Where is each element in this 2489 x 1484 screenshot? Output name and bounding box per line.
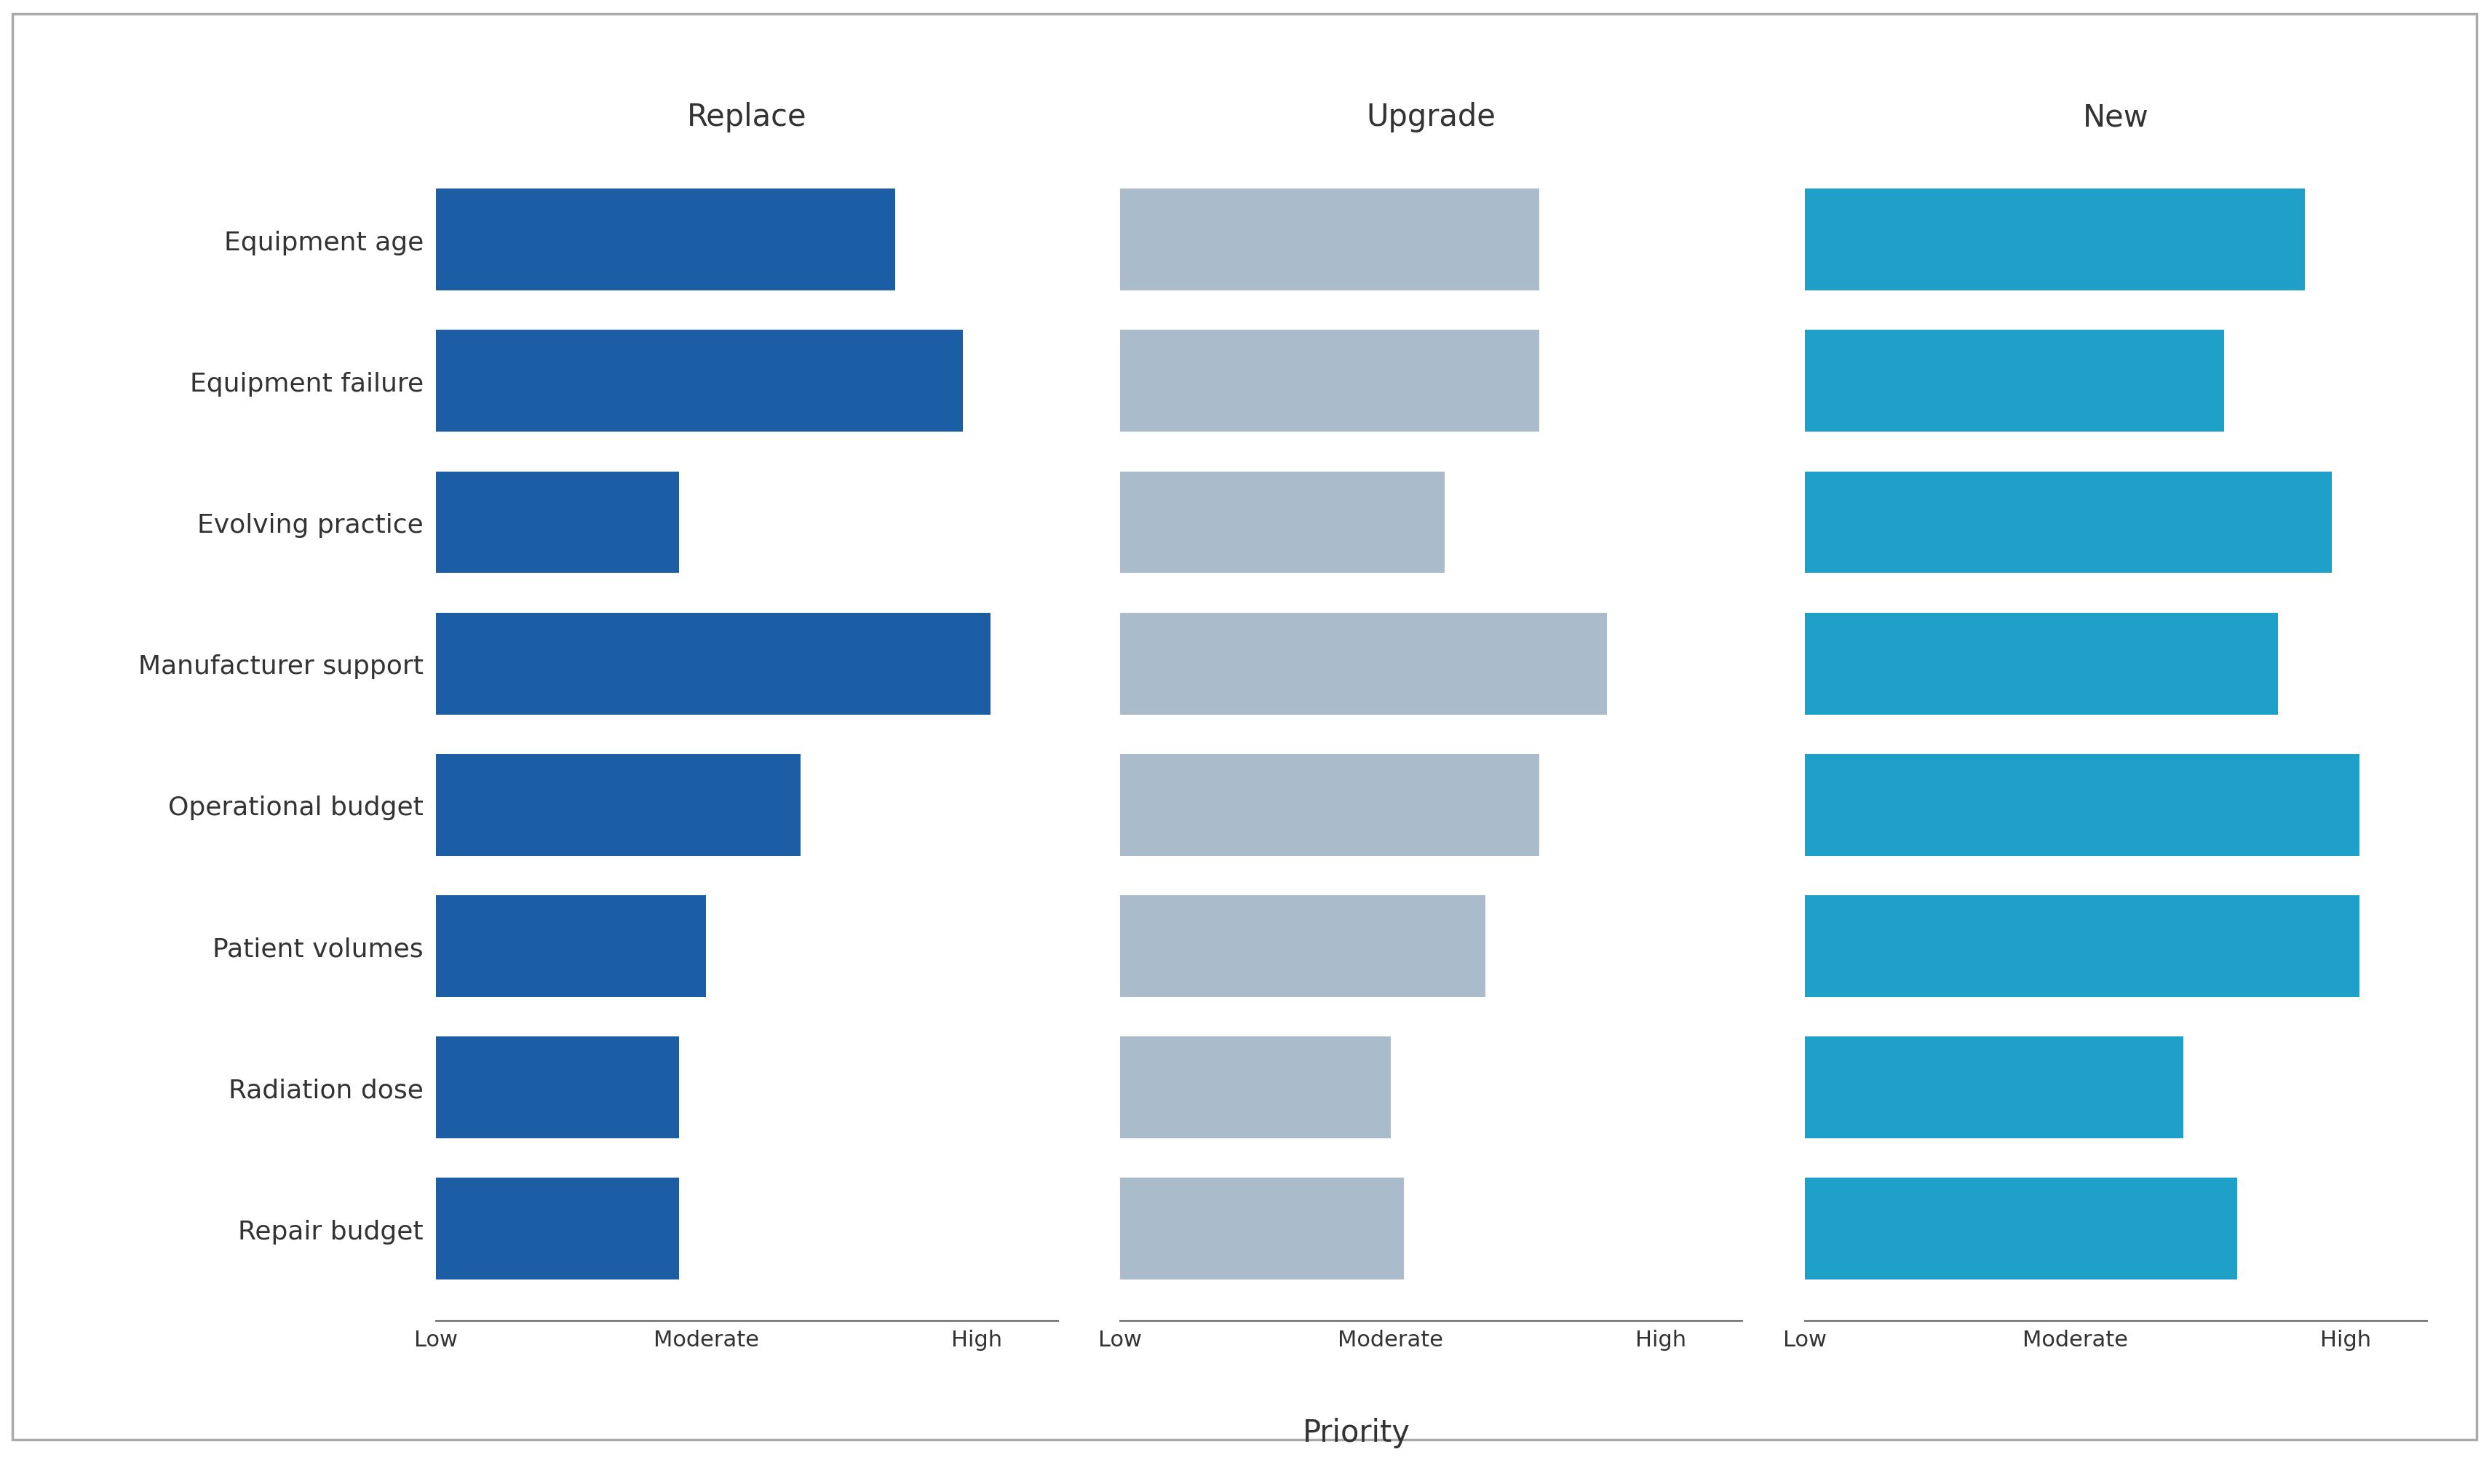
Bar bbox=[1805, 754, 2360, 856]
Bar bbox=[1120, 754, 1538, 856]
Bar bbox=[1120, 613, 1608, 715]
Bar bbox=[436, 1178, 679, 1279]
Bar bbox=[1805, 613, 2277, 715]
Bar bbox=[1120, 190, 1538, 291]
Bar bbox=[1805, 896, 2360, 997]
Title: Upgrade: Upgrade bbox=[1366, 102, 1496, 132]
Bar bbox=[436, 613, 991, 715]
Title: Replace: Replace bbox=[687, 102, 806, 132]
Bar bbox=[436, 331, 963, 432]
Bar bbox=[1120, 472, 1444, 573]
Bar bbox=[436, 754, 801, 856]
Bar bbox=[1805, 190, 2305, 291]
Bar bbox=[1120, 331, 1538, 432]
Bar bbox=[436, 190, 896, 291]
Bar bbox=[436, 1037, 679, 1138]
Bar bbox=[1120, 1178, 1404, 1279]
Text: Priority: Priority bbox=[1302, 1417, 1411, 1447]
Bar bbox=[1805, 1037, 2183, 1138]
Bar bbox=[436, 896, 707, 997]
Bar bbox=[1805, 472, 2332, 573]
Bar bbox=[436, 472, 679, 573]
Bar bbox=[1805, 331, 2223, 432]
Bar bbox=[1805, 1178, 2238, 1279]
Bar bbox=[1120, 1037, 1391, 1138]
Title: New: New bbox=[2083, 102, 2148, 132]
Bar bbox=[1120, 896, 1486, 997]
